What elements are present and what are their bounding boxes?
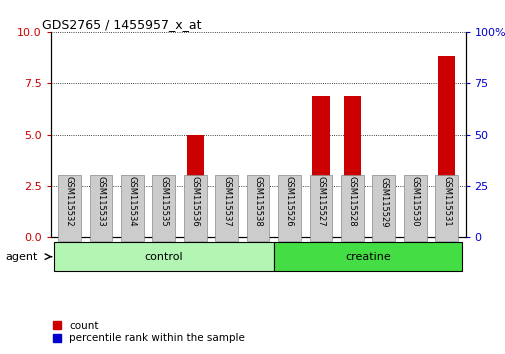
- Bar: [312, 96, 329, 237]
- FancyBboxPatch shape: [121, 175, 143, 241]
- Bar: [61, 221, 78, 237]
- Bar: [218, 219, 235, 237]
- FancyBboxPatch shape: [215, 175, 237, 241]
- Text: GSM115528: GSM115528: [347, 176, 356, 227]
- Bar: [343, 202, 360, 237]
- Bar: [343, 96, 360, 237]
- Bar: [374, 217, 392, 237]
- Text: GSM115534: GSM115534: [128, 176, 136, 227]
- Text: GDS2765 / 1455957_x_at: GDS2765 / 1455957_x_at: [42, 18, 201, 31]
- Text: agent: agent: [5, 252, 37, 262]
- Text: GSM115538: GSM115538: [253, 176, 262, 227]
- FancyBboxPatch shape: [340, 175, 363, 241]
- Bar: [406, 196, 423, 237]
- Bar: [155, 236, 172, 237]
- Text: GSM115530: GSM115530: [410, 176, 419, 227]
- Legend: count, percentile rank within the sample: count, percentile rank within the sample: [50, 319, 247, 345]
- Text: GSM115536: GSM115536: [190, 176, 199, 227]
- Text: GSM115533: GSM115533: [96, 176, 105, 227]
- FancyBboxPatch shape: [372, 175, 394, 241]
- Text: GSM115532: GSM115532: [65, 176, 74, 227]
- Bar: [61, 180, 78, 237]
- FancyBboxPatch shape: [403, 175, 426, 241]
- Bar: [312, 202, 329, 237]
- Text: control: control: [144, 252, 183, 262]
- FancyBboxPatch shape: [152, 175, 175, 241]
- Text: creatine: creatine: [344, 252, 390, 262]
- Bar: [280, 235, 297, 237]
- Bar: [186, 135, 204, 237]
- Bar: [92, 233, 109, 237]
- FancyBboxPatch shape: [278, 175, 300, 241]
- Text: GSM115526: GSM115526: [284, 176, 293, 227]
- Bar: [249, 235, 266, 237]
- FancyBboxPatch shape: [183, 175, 206, 241]
- Bar: [406, 178, 423, 237]
- Text: GSM115535: GSM115535: [159, 176, 168, 227]
- Text: GSM115531: GSM115531: [441, 176, 450, 227]
- FancyBboxPatch shape: [273, 242, 462, 271]
- FancyBboxPatch shape: [54, 242, 273, 271]
- Bar: [186, 206, 204, 237]
- Bar: [374, 235, 392, 237]
- FancyBboxPatch shape: [434, 175, 457, 241]
- Text: GSM115527: GSM115527: [316, 176, 325, 227]
- Bar: [218, 235, 235, 237]
- Bar: [437, 198, 454, 237]
- Bar: [92, 215, 109, 237]
- Text: GSM115537: GSM115537: [222, 176, 231, 227]
- Bar: [249, 217, 266, 237]
- FancyBboxPatch shape: [309, 175, 332, 241]
- Text: GSM115529: GSM115529: [379, 177, 387, 227]
- FancyBboxPatch shape: [246, 175, 269, 241]
- Bar: [280, 219, 297, 237]
- FancyBboxPatch shape: [89, 175, 112, 241]
- FancyBboxPatch shape: [58, 175, 81, 241]
- Bar: [437, 57, 454, 237]
- Bar: [123, 236, 141, 237]
